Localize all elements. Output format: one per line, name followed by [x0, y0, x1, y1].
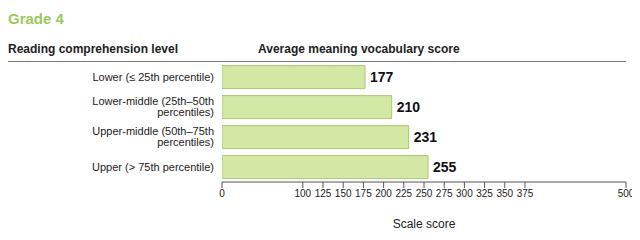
svg-text:250: 250	[416, 188, 433, 199]
svg-text:300: 300	[456, 188, 473, 199]
svg-text:350: 350	[496, 188, 513, 199]
svg-text:375: 375	[517, 188, 534, 199]
svg-text:Scale score: Scale score	[393, 217, 456, 231]
svg-text:177: 177	[370, 69, 394, 85]
svg-text:225: 225	[395, 188, 412, 199]
svg-text:325: 325	[476, 188, 493, 199]
svg-text:Upper-middle (50th–75thpercent: Upper-middle (50th–75thpercentiles)	[92, 125, 214, 148]
html-text:Average meaning vocabulary sco: Average meaning vocabulary score	[258, 42, 460, 56]
svg-text:210: 210	[397, 99, 421, 115]
svg-text:125: 125	[315, 188, 332, 199]
html-text:Reading comprehension level: Reading comprehension level	[8, 42, 178, 56]
svg-text:500: 500	[618, 188, 632, 199]
svg-text:150: 150	[335, 188, 352, 199]
html-text:Grade 4: Grade 4	[8, 10, 64, 27]
svg-text:Upper (> 75th percentile): Upper (> 75th percentile)	[92, 161, 214, 173]
svg-text:0: 0	[219, 188, 225, 199]
svg-text:Lower (≤ 25th percentile): Lower (≤ 25th percentile)	[92, 71, 214, 83]
svg-text:255: 255	[433, 159, 457, 175]
svg-text:275: 275	[436, 188, 453, 199]
svg-text:231: 231	[414, 129, 438, 145]
svg-text:200: 200	[375, 188, 392, 199]
svg-text:Lower-middle (25th–50thpercent: Lower-middle (25th–50thpercentiles)	[92, 95, 214, 118]
svg-text:100: 100	[294, 188, 311, 199]
svg-text:175: 175	[355, 188, 372, 199]
